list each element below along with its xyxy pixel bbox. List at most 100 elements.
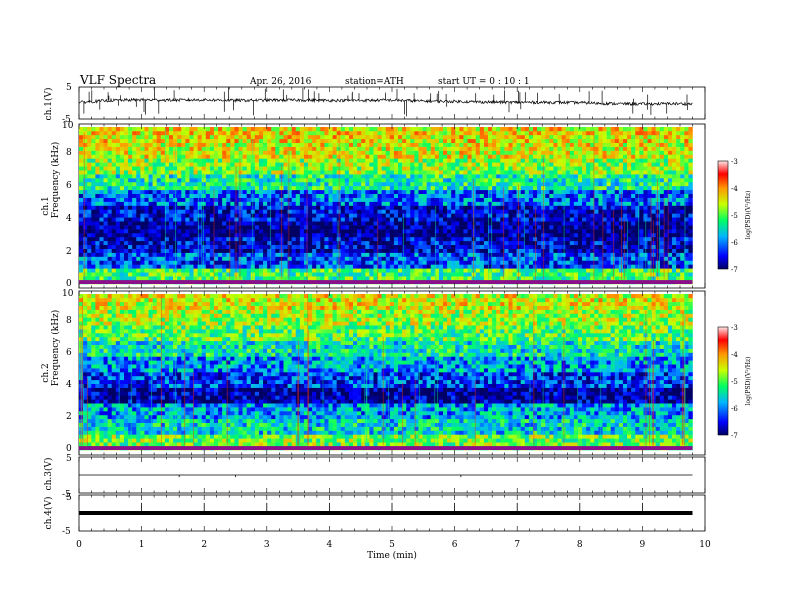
spectrogram-cell (602, 244, 607, 249)
spectrogram-cell (287, 166, 292, 171)
spectrogram-cell (344, 244, 350, 249)
spectrogram-cell (271, 276, 276, 281)
spectrogram-cell (418, 209, 423, 214)
spectrogram-cell (353, 189, 358, 195)
spectrogram-cell (565, 221, 571, 226)
spectrogram-cell (577, 193, 583, 198)
spectrogram-cell (115, 272, 121, 277)
spectrogram-cell (414, 221, 419, 226)
spectrogram-cell (205, 213, 211, 218)
spectrogram-cell (308, 244, 313, 249)
spectrogram-cell (168, 256, 174, 261)
spectrogram-cell (271, 166, 276, 171)
spectrogram-cell (618, 154, 624, 159)
spectrogram-cell (91, 264, 96, 269)
spectrogram-cell (263, 154, 268, 159)
spectrogram-cell (639, 197, 644, 202)
spectrogram-cell (87, 252, 92, 257)
spectrogram-cell (545, 178, 550, 183)
spectrogram-cell (353, 166, 358, 171)
spectrogram-cell (324, 162, 329, 167)
spectrogram-cell (348, 154, 354, 159)
spectrogram-cell (422, 201, 427, 206)
spectrogram-cell (471, 193, 477, 198)
spectrogram-cell (598, 197, 603, 202)
spectrogram-cell (263, 185, 268, 191)
spectrogram-cell (565, 205, 571, 210)
spectrogram-cell (684, 252, 689, 257)
spectrogram-cell (152, 221, 158, 226)
spectrogram-cell (659, 162, 665, 167)
spectrogram-cell (463, 197, 468, 202)
spectrogram-cell (398, 205, 403, 210)
spectrogram-cell (569, 221, 575, 226)
spectrogram-cell (467, 256, 472, 261)
spectrogram-cell (369, 166, 374, 171)
spectrogram-cell (385, 217, 391, 222)
spectrogram-cell (557, 217, 562, 222)
spectrogram-cell (205, 229, 211, 234)
spectrogram-cell (618, 256, 624, 261)
spectrogram-cell (234, 244, 239, 249)
spectrogram-cell (324, 268, 329, 273)
spectrogram-cell (168, 154, 174, 159)
spectrogram-cell (422, 236, 427, 242)
spectrogram-cell (365, 189, 370, 195)
spectrogram-cell (91, 185, 96, 191)
spectrogram-cell (528, 272, 534, 277)
spectrogram-cell (128, 225, 133, 230)
spectrogram-cell (504, 158, 509, 163)
spectrogram-cell (610, 232, 616, 238)
spectrogram-cell (140, 201, 145, 206)
spectrogram-cell (111, 201, 117, 206)
spectrogram-cell (348, 232, 354, 238)
spectrogram-cell (430, 276, 436, 281)
spectrogram-cell (299, 240, 305, 246)
spectrogram-cell (189, 272, 194, 277)
spectrogram-cell (205, 268, 211, 273)
spectrogram-cell (128, 244, 133, 249)
spectrogram-cell (590, 197, 595, 202)
spectrogram-cell (271, 213, 276, 218)
spectrogram-cell (254, 248, 260, 253)
spectrogram-cell (422, 162, 427, 167)
spectrogram-cell (561, 162, 566, 167)
spectrogram-cell (672, 181, 677, 187)
spectrogram-cell (676, 209, 681, 214)
spectrogram-cell (586, 244, 591, 249)
spectrogram-cell (193, 193, 198, 198)
spectrogram-cell (115, 276, 121, 281)
spectrogram-cell (545, 260, 550, 265)
spectrogram-cell (504, 240, 509, 246)
spectrogram-cell (663, 178, 669, 183)
spectrogram-cell (500, 252, 505, 257)
spectrogram-cell (246, 252, 252, 257)
spectrogram-cell (234, 209, 239, 214)
spectrogram-cell (226, 276, 231, 281)
spectrogram-cell (295, 244, 301, 249)
spectrogram-cell (295, 193, 301, 198)
spectrogram-cell (467, 201, 472, 206)
spectrogram-cell (582, 221, 587, 226)
spectrogram-cell (631, 209, 636, 214)
spectrogram-cell (254, 185, 260, 191)
spectrogram-cell (479, 185, 485, 191)
spectrogram-cell (373, 272, 378, 277)
spectrogram-cell (393, 236, 399, 242)
spectrogram-cell (463, 236, 468, 242)
spectrogram-cell (606, 193, 611, 198)
spectrogram-cell (111, 174, 117, 179)
spectrogram-cell (569, 170, 575, 175)
spectrogram-cell (361, 248, 366, 253)
spectrogram-cell (520, 232, 526, 238)
spectrogram-cell (402, 217, 407, 222)
spectrogram-cell (205, 264, 211, 269)
spectrogram-cell (283, 221, 288, 226)
spectrogram-cell (267, 185, 272, 191)
spectrogram-cell (205, 174, 211, 179)
spectrogram-cell (144, 232, 149, 238)
spectrogram-cell (275, 217, 280, 222)
spectrogram-cell (344, 232, 350, 238)
spectrogram-cell (230, 209, 235, 214)
spectrogram-cell (438, 236, 444, 242)
